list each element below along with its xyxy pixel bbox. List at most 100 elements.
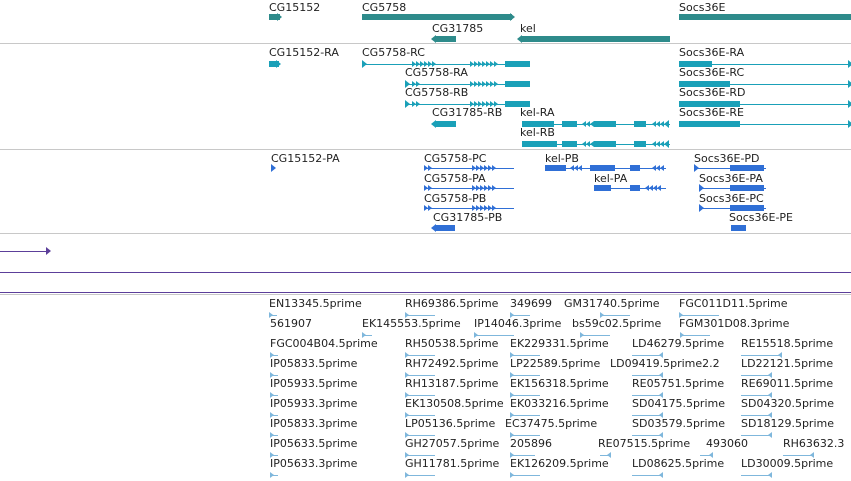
est-line [741,355,781,356]
protein-model-exon[interactable] [730,185,764,191]
protein-model-exon[interactable] [730,165,764,171]
transcript-model-exon[interactable] [679,101,740,107]
est-arrow [405,352,409,358]
transcript-model-exon[interactable] [505,81,530,87]
protein-model-direction [484,165,488,171]
est-label: IP05633.3prime [270,457,358,470]
transcript-model-exon[interactable] [594,141,616,147]
transcript-model-exon[interactable] [269,61,279,67]
gene-label: kel [520,22,536,35]
gene-model-exon[interactable] [522,36,670,42]
transcript-model-exon[interactable] [594,121,616,127]
protein-model-exon[interactable] [730,205,764,211]
transcript-label: CG5758-RB [405,86,469,99]
est-arrow [405,392,409,398]
est-line [405,435,435,436]
protein-model-exon[interactable] [590,165,615,171]
est-arrow [510,392,514,398]
est-line [632,375,662,376]
transcript-model-direction [474,81,478,87]
est-line [405,455,435,456]
protein-model-exon[interactable] [435,225,455,231]
est-arrow [659,432,663,438]
est-arrow [768,472,772,478]
est-arrow [659,392,663,398]
transcript-model-exon[interactable] [562,121,577,127]
transcript-model-exon[interactable] [436,121,456,127]
protein-model-direction [424,205,428,211]
est-label: EC37475.5prime [505,417,598,430]
transcript-model-direction [412,101,416,107]
protein-model-exon[interactable] [594,185,611,191]
protein-model-exon[interactable] [731,225,746,231]
est-label: IP05933.3prime [270,397,358,410]
protein-model-exon[interactable] [630,165,640,171]
est-line [405,315,435,316]
gene-model-exon[interactable] [679,14,851,20]
gene-model-exon[interactable] [362,14,512,20]
est-line [405,395,435,396]
transcript-model-direction [660,121,664,127]
protein-model-direction [653,185,657,191]
gene-model-exon[interactable] [436,36,456,42]
est-line [270,415,278,416]
est-label: EK033216.5prime [510,397,609,410]
transcript-model-direction [486,81,490,87]
transcript-model-exon[interactable] [679,61,712,67]
transcript-model-direction [494,101,498,107]
est-line [700,455,712,456]
transcript-model-intron [405,104,505,105]
est-arrow [270,352,274,358]
protein-model-exon[interactable] [630,185,640,191]
transcript-model-exon[interactable] [562,141,577,147]
est-label: 493060 [706,437,748,450]
transcript-label: CG15152-RA [269,46,339,59]
est-line [600,455,610,456]
est-arrow [405,432,409,438]
est-label: RE05751.5prime [632,377,725,390]
est-label: FGC011D11.5prime [679,297,788,310]
protein-model-intron [424,168,514,169]
transcript-model-exon[interactable] [634,141,646,147]
est-line [405,355,435,356]
transcript-model-direction [486,61,490,67]
transcript-model-exon[interactable] [522,121,554,127]
transcript-model-arrow [405,100,410,108]
protein-model-exon[interactable] [545,165,566,171]
feature-track [0,234,851,294]
transcript-model-exon[interactable] [505,101,530,107]
transcript-model-direction [482,61,486,67]
est-label: 561907 [270,317,312,330]
transcript-model-exon[interactable] [679,121,740,127]
est-label: IP05633.5prime [270,437,358,450]
est-arrow [270,392,274,398]
est-arrow [510,352,514,358]
est-label: EN13345.5prime [269,297,362,310]
est-arrow [510,432,514,438]
est-label: SD04175.5prime [632,397,725,410]
transcript-label: Socs36E-RD [679,86,746,99]
protein-model-direction [424,165,428,171]
gene-model-exon[interactable] [269,14,280,20]
transcript-model-exon[interactable] [505,61,530,67]
transcript-model-direction [652,121,656,127]
est-arrow [680,332,684,338]
est-arrow [270,452,274,458]
est-line [741,475,771,476]
est-arrow [405,372,409,378]
transcript-model-direction [494,61,498,67]
transcript-model-exon[interactable] [679,81,730,87]
est-label: IP05933.5prime [270,377,358,390]
transcript-model-direction [590,141,594,147]
transcript-model-arrow [848,60,851,68]
transcript-label: Socs36E-RA [679,46,745,59]
transcript-model-arrow [848,120,851,128]
est-arrow [270,372,274,378]
transcript-model-direction [474,101,478,107]
transcript-model-exon[interactable] [522,141,557,147]
transcript-model-direction [478,101,482,107]
protein-label: CG15152-PA [271,152,340,165]
transcript-model-arrow [848,80,851,88]
protein-model-direction [660,165,664,171]
transcript-model-exon[interactable] [634,121,646,127]
